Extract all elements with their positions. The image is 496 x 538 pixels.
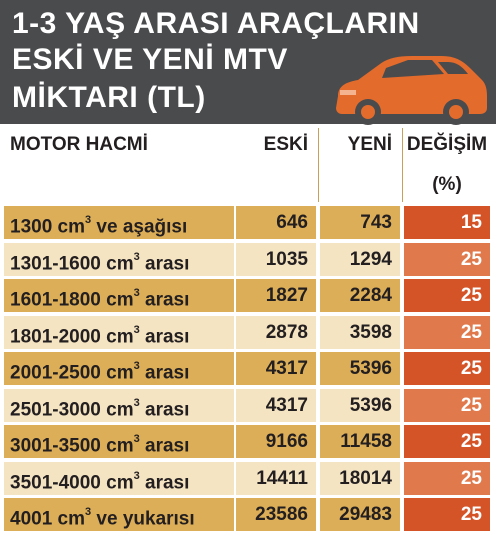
row-label: 2501-3000 cm3 arası [4, 388, 234, 422]
table-row: 4001 cm3 ve yukarısı 23586 29483 25 [0, 498, 496, 531]
table-row: 1601-1800 cm3 arası 1827 2284 25 [0, 279, 496, 312]
cell-degisim: 25 [404, 242, 490, 276]
col-header-degisim: DEĞİŞİM [406, 134, 488, 155]
cell-degisim: 25 [404, 498, 490, 531]
title-line-2: ESKİ VE YENİ MTV [12, 43, 288, 76]
table-row: 2001-2500 cm3 arası 4317 5396 25 [0, 352, 496, 385]
cell-yeni: 11458 [320, 425, 400, 458]
cell-degisim: 25 [404, 279, 490, 312]
car-icon [336, 56, 487, 125]
table-row: 1801-2000 cm3 arası 2878 3598 25 [0, 315, 496, 349]
cell-degisim: 25 [404, 388, 490, 422]
cell-eski: 1827 [236, 279, 316, 312]
cell-degisim: 25 [404, 352, 490, 385]
col-header-motor: MOTOR HACMİ [10, 134, 148, 155]
cell-eski: 646 [236, 206, 316, 239]
cell-eski: 2878 [236, 315, 316, 349]
cell-eski: 23586 [236, 498, 316, 531]
cell-eski: 4317 [236, 352, 316, 385]
column-divider [402, 128, 403, 202]
col-header-eski: ESKİ [263, 134, 308, 155]
cell-degisim: 25 [404, 315, 490, 349]
title-line-3: MİKTARI (TL) [12, 81, 206, 114]
cell-eski: 14411 [236, 461, 316, 495]
row-label: 1301-1600 cm3 arası [4, 242, 234, 276]
cell-degisim: 25 [404, 461, 490, 495]
column-divider [318, 128, 319, 202]
cell-yeni: 18014 [320, 461, 400, 495]
table-row: 3501-4000 cm3 arası 14411 18014 25 [0, 461, 496, 495]
cell-eski: 1035 [236, 242, 316, 276]
row-label: 3501-4000 cm3 arası [4, 461, 234, 495]
table-row: 1300 cm3 ve aşağısı 646 743 15 [0, 206, 496, 239]
cell-eski: 4317 [236, 388, 316, 422]
cell-yeni: 1294 [320, 242, 400, 276]
cell-degisim: 15 [404, 206, 490, 239]
row-label: 1601-1800 cm3 arası [4, 279, 234, 312]
row-label: 3001-3500 cm3 arası [4, 425, 234, 458]
cell-yeni: 5396 [320, 388, 400, 422]
cell-yeni: 2284 [320, 279, 400, 312]
cell-yeni: 3598 [320, 315, 400, 349]
row-label: 2001-2500 cm3 arası [4, 352, 234, 385]
cell-yeni: 29483 [320, 498, 400, 531]
cell-degisim: 25 [404, 425, 490, 458]
col-header-percent: (%) [432, 174, 462, 195]
cell-eski: 9166 [236, 425, 316, 458]
row-label: 1300 cm3 ve aşağısı [4, 206, 234, 239]
cell-yeni: 5396 [320, 352, 400, 385]
col-header-yeni: YENİ [347, 134, 392, 155]
table-row: 3001-3500 cm3 arası 9166 11458 25 [0, 425, 496, 458]
table-row: 1301-1600 cm3 arası 1035 1294 25 [0, 242, 496, 276]
row-label: 4001 cm3 ve yukarısı [4, 498, 234, 531]
title-banner: 1-3 YAŞ ARASI ARAÇLARIN ESKİ VE YENİ MTV… [0, 0, 496, 125]
title-line-1: 1-3 YAŞ ARASI ARAÇLARIN [12, 7, 420, 40]
table-row: 2501-3000 cm3 arası 4317 5396 25 [0, 388, 496, 422]
row-label: 1801-2000 cm3 arası [4, 315, 234, 349]
cell-yeni: 743 [320, 206, 400, 239]
